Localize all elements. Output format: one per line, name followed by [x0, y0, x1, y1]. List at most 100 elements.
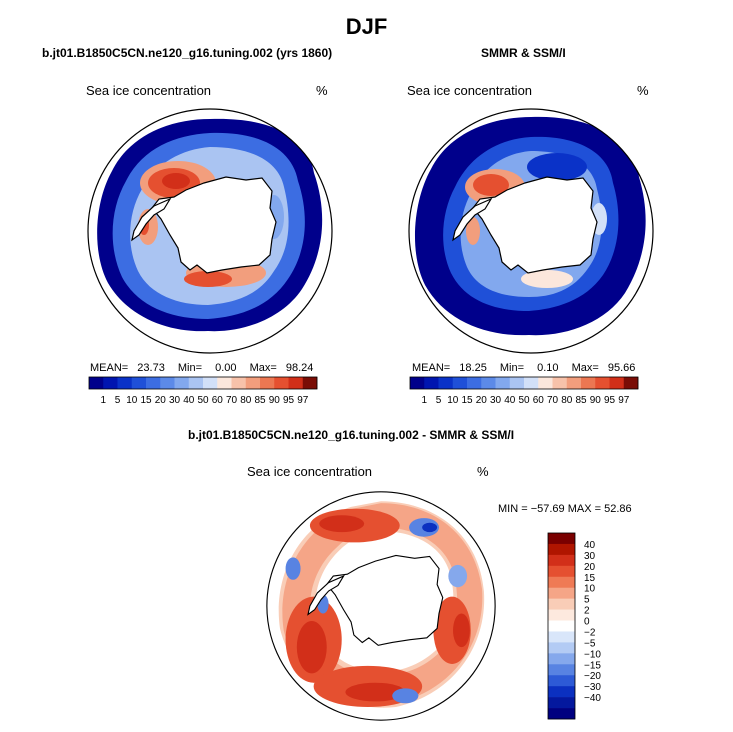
antarctica-coastline	[151, 176, 277, 274]
panel3-colorbar-tick-label: 2	[584, 606, 590, 617]
panel3-colorbar-swatch-7	[548, 598, 575, 610]
panel2-map	[408, 108, 654, 354]
antarctica-coastline	[472, 176, 598, 274]
panel3-colorbar-swatch-17	[548, 708, 575, 720]
panel3-colorbar-tick-label: −40	[584, 693, 601, 704]
panel1-colorbar-tick-label: 70	[226, 395, 238, 406]
panel2-colorbar-tick-label: 40	[504, 395, 516, 406]
panel3-colorbar-swatch-10	[548, 631, 575, 643]
panel2-colorbar-tick-label: 15	[461, 395, 473, 406]
panel2-units: %	[637, 83, 649, 98]
panel2-colorbar-swatch-3	[438, 377, 454, 389]
panel3-colorbar-swatch-8	[548, 609, 575, 621]
panel1-colorbar-swatch-14	[274, 377, 289, 389]
panel2-colorbar-swatch-1	[410, 377, 425, 389]
panel1-min-label: Min=	[177, 362, 203, 374]
panel2-colorbar-tick-label: 60	[533, 395, 545, 406]
panel1-colorbar-tick-label: 5	[115, 395, 121, 406]
panel3-colorbar-swatch-16	[548, 697, 575, 709]
peninsula-coastline	[131, 197, 172, 242]
panel2-colorbar-swatch-14	[595, 377, 610, 389]
panel2-colorbar-swatch-9	[524, 377, 539, 389]
panel3-colorbar-swatch-11	[548, 642, 575, 654]
panel3-title: b.jt01.B1850C5CN.ne120_g16.tuning.002 - …	[188, 428, 515, 442]
panel3-colorbar-swatch-15	[548, 686, 575, 698]
panel1-colorbar-tick-label: 60	[212, 395, 224, 406]
panel1-min-value: 0.00	[215, 362, 237, 374]
ice-contour-band-9	[527, 153, 587, 181]
panel1-colorbar-swatch-1	[89, 377, 104, 389]
ice-contour-band-6	[521, 270, 573, 288]
ice-contour-band-5	[296, 620, 327, 674]
panel3-colorbar-tick-label: 10	[584, 584, 596, 595]
map-boundary-circle	[408, 108, 654, 354]
panel2-min-label: Min=	[499, 362, 525, 374]
panel1-max-value: 98.24	[285, 362, 314, 374]
panel3-colorbar-frame	[547, 532, 576, 720]
panel2-max-value: 95.66	[607, 362, 636, 374]
panel1-colorbar-tick-label: 10	[126, 395, 138, 406]
panel2-colorbar-swatch-6	[481, 377, 496, 389]
panel1-colorbar-swatch-8	[188, 377, 204, 389]
panel2-variable: Sea ice concentration	[407, 83, 533, 98]
ice-contour-band-8	[184, 271, 232, 287]
panel2-colorbar-tick-label: 97	[618, 395, 630, 406]
ice-contour-band-14	[422, 522, 438, 533]
panel2-colorbar-tick-label: 5	[436, 395, 442, 406]
map-boundary-circle	[87, 108, 333, 354]
panel1-colorbar-tick-label: 90	[269, 395, 281, 406]
panel1-colorbar-swatch-11	[231, 377, 247, 389]
panel2-colorbar-tick-label: 1	[421, 395, 427, 406]
panel3-variable: Sea ice concentration	[247, 464, 373, 479]
panel2-colorbar-tick-label: 50	[518, 395, 530, 406]
panel3-colorbar-swatch-9	[548, 620, 575, 632]
ice-contour-band-9	[453, 613, 470, 648]
panel3-colorbar-swatch-1	[548, 533, 575, 545]
panel3-colorbar-swatch-6	[548, 587, 575, 599]
panel1-colorbar-tick-label: 95	[283, 395, 295, 406]
panel3-colorbar-swatch-4	[548, 565, 575, 578]
ice-contour-band-7	[345, 682, 406, 702]
panel3-colorbar-swatch-2	[548, 543, 575, 556]
figure-title: DJF	[345, 14, 388, 39]
panel3-colorbar-tick-label: 5	[584, 595, 590, 606]
panel3-colorbar-tick-label: 30	[584, 551, 596, 562]
panel3-units: %	[477, 464, 489, 479]
ice-contour-band-6	[162, 173, 190, 189]
panel3-colorbar-tick-label: −5	[584, 638, 596, 649]
panel1-map	[87, 108, 333, 354]
panel2-colorbar-swatch-4	[452, 377, 468, 389]
panel2-mean-value: 18.25	[459, 362, 487, 374]
panel2-colorbar-swatch-16	[623, 377, 639, 389]
panel2-colorbar-swatch-13	[581, 377, 596, 389]
panel2-colorbar-swatch-10	[538, 377, 553, 389]
panel2-title: SMMR & SSM/I	[481, 46, 566, 60]
panel2-colorbar-tick-label: 70	[547, 395, 559, 406]
peninsula-coastline	[307, 574, 345, 616]
panel3-colorbar-swatch-14	[548, 675, 575, 687]
panel2-colorbar-swatch-2	[424, 377, 439, 389]
panel1-colorbar-swatch-5	[146, 377, 161, 389]
panel3-colorbar-swatch-12	[548, 653, 575, 665]
panel1-colorbar: 1 5 10 15 20 30 40 50 60 70 80 85 90 95 97	[88, 376, 318, 406]
panel1-colorbar-tick-label: 1	[100, 395, 106, 406]
panel1-colorbar-swatch-6	[160, 377, 175, 389]
panel1-title: b.jt01.B1850C5CN.ne120_g16.tuning.002 (y…	[42, 46, 333, 60]
panel2-colorbar-tick-label: 20	[476, 395, 488, 406]
panel3-colorbar-swatch-5	[548, 576, 575, 588]
ice-contour-band-7	[466, 217, 480, 245]
panel1-colorbar-frame	[88, 376, 318, 390]
map-boundary-circle	[266, 491, 496, 721]
panel1-colorbar-tick-label: 50	[197, 395, 209, 406]
panel1-colorbar-swatch-13	[260, 377, 275, 389]
panel3-colorbar-tick-label: 0	[584, 617, 590, 628]
panel3-colorbar-tick-label: −20	[584, 671, 601, 682]
panel1-variable: Sea ice concentration	[86, 83, 212, 98]
panel2-colorbar-frame	[409, 376, 639, 390]
panel1-colorbar-swatch-2	[103, 377, 118, 389]
panel2-mean-label: MEAN=	[412, 362, 451, 374]
ice-contour-band-11	[319, 515, 365, 533]
panel1-colorbar-swatch-3	[117, 377, 133, 389]
panel2-colorbar-swatch-8	[509, 377, 525, 389]
panel3-colorbar-swatch-3	[548, 554, 575, 567]
